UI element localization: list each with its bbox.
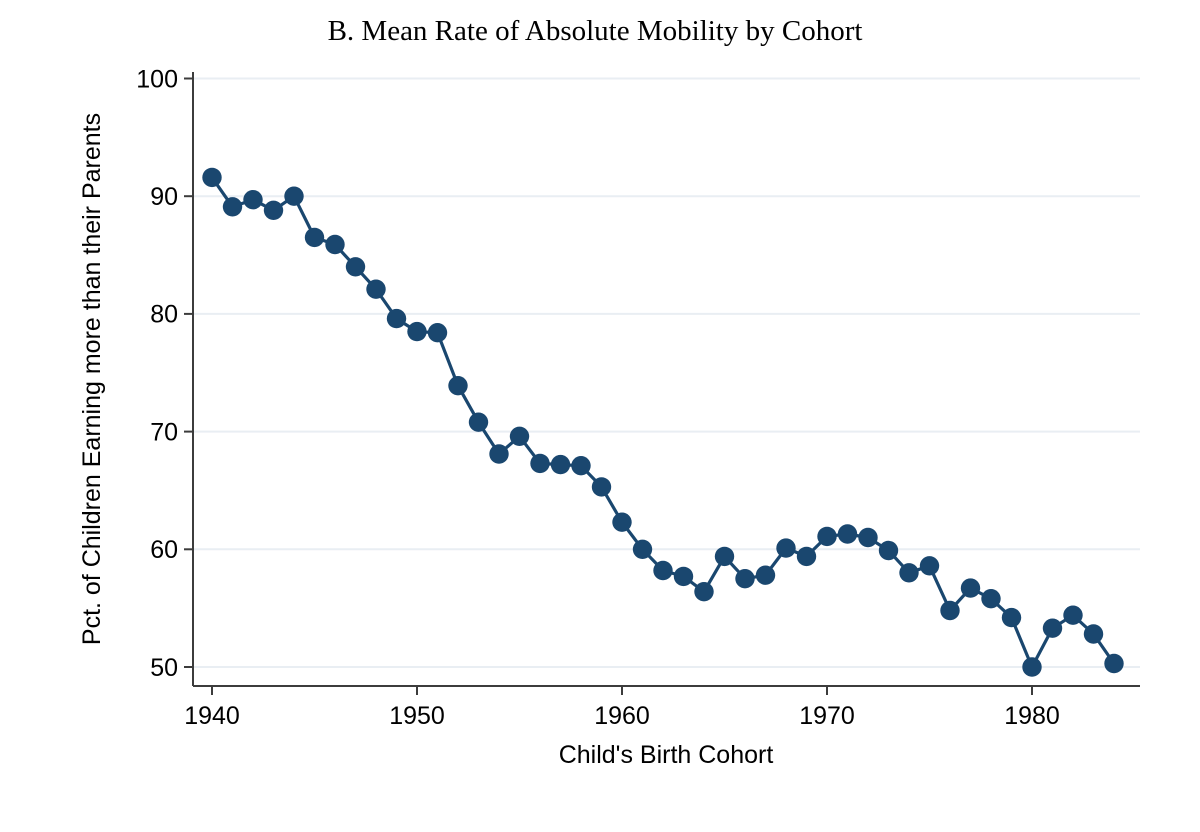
data-point [981, 589, 1001, 609]
y-tick-label: 100 [136, 65, 178, 93]
y-tick-label: 80 [150, 301, 178, 329]
x-tick-label: 1940 [184, 702, 240, 730]
data-point [284, 186, 304, 206]
series-layer [202, 167, 1124, 677]
x-tick-label: 1950 [389, 702, 445, 730]
series-line [210, 175, 1116, 669]
grid-layer [193, 77, 1140, 668]
data-point [817, 526, 837, 547]
data-point [530, 453, 550, 474]
data-point [591, 477, 612, 497]
data-point [243, 190, 263, 210]
x-tick-label: 1980 [1004, 702, 1060, 730]
data-point [755, 565, 776, 585]
data-point [735, 569, 755, 589]
data-point [919, 556, 940, 576]
x-tick-label: 1970 [799, 702, 855, 730]
data-point [776, 538, 796, 558]
axis-layer: 50 60 70 80 90 100 1940 1950 1960 1970 1980 [136, 65, 1140, 730]
data-point [325, 234, 345, 255]
data-point [1063, 605, 1083, 625]
data-point [550, 454, 571, 475]
y-tick-label: 60 [150, 536, 178, 564]
data-point [427, 323, 448, 343]
data-point [386, 308, 407, 329]
data-point [1022, 657, 1042, 677]
y-tick-label: 50 [150, 654, 178, 682]
y-tick-label: 90 [150, 183, 178, 211]
data-point [304, 227, 325, 248]
data-point [694, 582, 714, 602]
data-point [1083, 624, 1104, 644]
data-point [468, 412, 489, 432]
data-point [878, 540, 899, 561]
data-point [837, 524, 858, 544]
x-axis-title: Child's Birth Cohort [559, 741, 774, 769]
data-point [940, 600, 960, 621]
data-point [222, 197, 243, 217]
data-point [407, 321, 427, 342]
data-point [960, 578, 981, 598]
x-tick-label: 1960 [594, 702, 650, 730]
data-point [263, 200, 284, 220]
data-point [1001, 607, 1022, 628]
data-point [509, 426, 530, 446]
data-point [653, 560, 673, 581]
data-point [366, 279, 386, 299]
data-point [448, 376, 468, 396]
data-point [796, 546, 817, 567]
data-point [489, 444, 509, 464]
y-tick-label: 70 [150, 418, 178, 446]
chart-title: B. Mean Rate of Absolute Mobility by Coh… [328, 15, 863, 47]
y-axis-title: Pct. of Children Earning more than their… [78, 113, 106, 645]
data-point [612, 512, 632, 532]
data-point [571, 456, 591, 476]
data-point [858, 527, 878, 548]
data-point [345, 257, 366, 277]
data-point [673, 566, 694, 587]
data-point [202, 167, 222, 188]
data-point [632, 539, 653, 559]
data-point [899, 563, 919, 583]
data-point [1042, 618, 1063, 638]
data-point [1104, 653, 1124, 674]
data-point [714, 546, 735, 567]
